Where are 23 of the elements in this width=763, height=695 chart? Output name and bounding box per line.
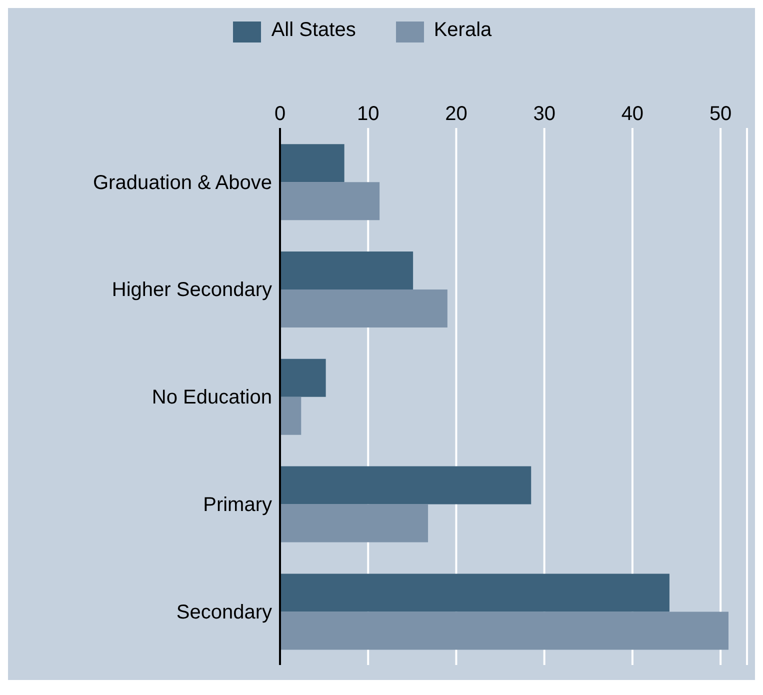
- bar: [280, 574, 670, 612]
- legend-label: Kerala: [434, 19, 492, 42]
- bar: [280, 466, 532, 504]
- legend-label: All States: [271, 19, 356, 42]
- x-tick-label: 10: [356, 103, 380, 125]
- y-tick-label: Primary: [203, 494, 272, 516]
- x-tick-label: 50: [709, 103, 732, 125]
- y-tick-label: Higher Secondary: [112, 279, 272, 302]
- y-tick-label: No Education: [152, 386, 272, 409]
- bar: [280, 612, 728, 650]
- bar: [280, 290, 448, 328]
- y-tick-label: Graduation & Above: [92, 172, 272, 194]
- bar: [280, 358, 326, 397]
- x-tick-label: 0: [274, 103, 286, 125]
- bar: [280, 504, 428, 542]
- x-tick-label: 20: [445, 103, 468, 125]
- bar: [280, 144, 344, 182]
- x-tick-label: 40: [621, 103, 644, 125]
- bar: [280, 396, 302, 435]
- bar: [280, 252, 414, 290]
- bar: [280, 182, 380, 220]
- x-tick-label: 30: [533, 103, 556, 125]
- y-tick-label: Secondary: [176, 601, 272, 624]
